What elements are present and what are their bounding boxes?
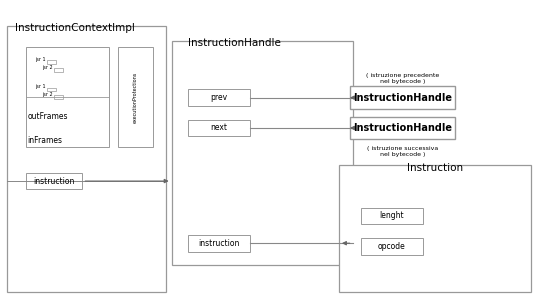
FancyBboxPatch shape <box>172 41 352 265</box>
Text: ( istruzione successiva
nel bytecode ): ( istruzione successiva nel bytecode ) <box>367 146 438 157</box>
Text: InstructionHandle: InstructionHandle <box>353 93 452 103</box>
Text: opcode: opcode <box>378 242 406 251</box>
Text: jsr 1: jsr 1 <box>35 84 46 89</box>
Text: inFrames: inFrames <box>27 136 62 145</box>
Text: jsr 2: jsr 2 <box>42 65 53 69</box>
FancyBboxPatch shape <box>117 47 153 147</box>
FancyBboxPatch shape <box>361 207 423 224</box>
Text: outFrames: outFrames <box>27 112 68 121</box>
FancyBboxPatch shape <box>54 95 63 99</box>
FancyBboxPatch shape <box>26 47 110 147</box>
FancyBboxPatch shape <box>188 235 250 252</box>
FancyBboxPatch shape <box>26 173 83 189</box>
FancyBboxPatch shape <box>7 26 166 293</box>
Text: jsr 1: jsr 1 <box>35 57 46 62</box>
Text: executionProtections: executionProtections <box>132 71 137 122</box>
FancyBboxPatch shape <box>339 165 531 293</box>
Text: jsr 2: jsr 2 <box>42 92 53 97</box>
FancyBboxPatch shape <box>361 238 423 255</box>
Text: InstructionHandle: InstructionHandle <box>353 123 452 133</box>
Text: prev: prev <box>210 93 228 102</box>
FancyBboxPatch shape <box>188 120 250 136</box>
FancyBboxPatch shape <box>47 88 56 91</box>
Text: lenght: lenght <box>380 211 404 220</box>
Text: instruction: instruction <box>33 177 75 185</box>
Text: Instruction: Instruction <box>407 163 463 173</box>
FancyBboxPatch shape <box>54 68 63 72</box>
Text: InstructionContextImpl: InstructionContextImpl <box>15 23 135 33</box>
Text: ( istruzione precedente
nel bytecode ): ( istruzione precedente nel bytecode ) <box>366 73 439 84</box>
Text: next: next <box>210 124 228 132</box>
FancyBboxPatch shape <box>350 86 455 109</box>
FancyBboxPatch shape <box>350 117 455 139</box>
FancyBboxPatch shape <box>47 60 56 64</box>
Text: InstructionHandle: InstructionHandle <box>188 38 281 48</box>
FancyBboxPatch shape <box>188 89 250 106</box>
Text: instruction: instruction <box>198 239 239 248</box>
